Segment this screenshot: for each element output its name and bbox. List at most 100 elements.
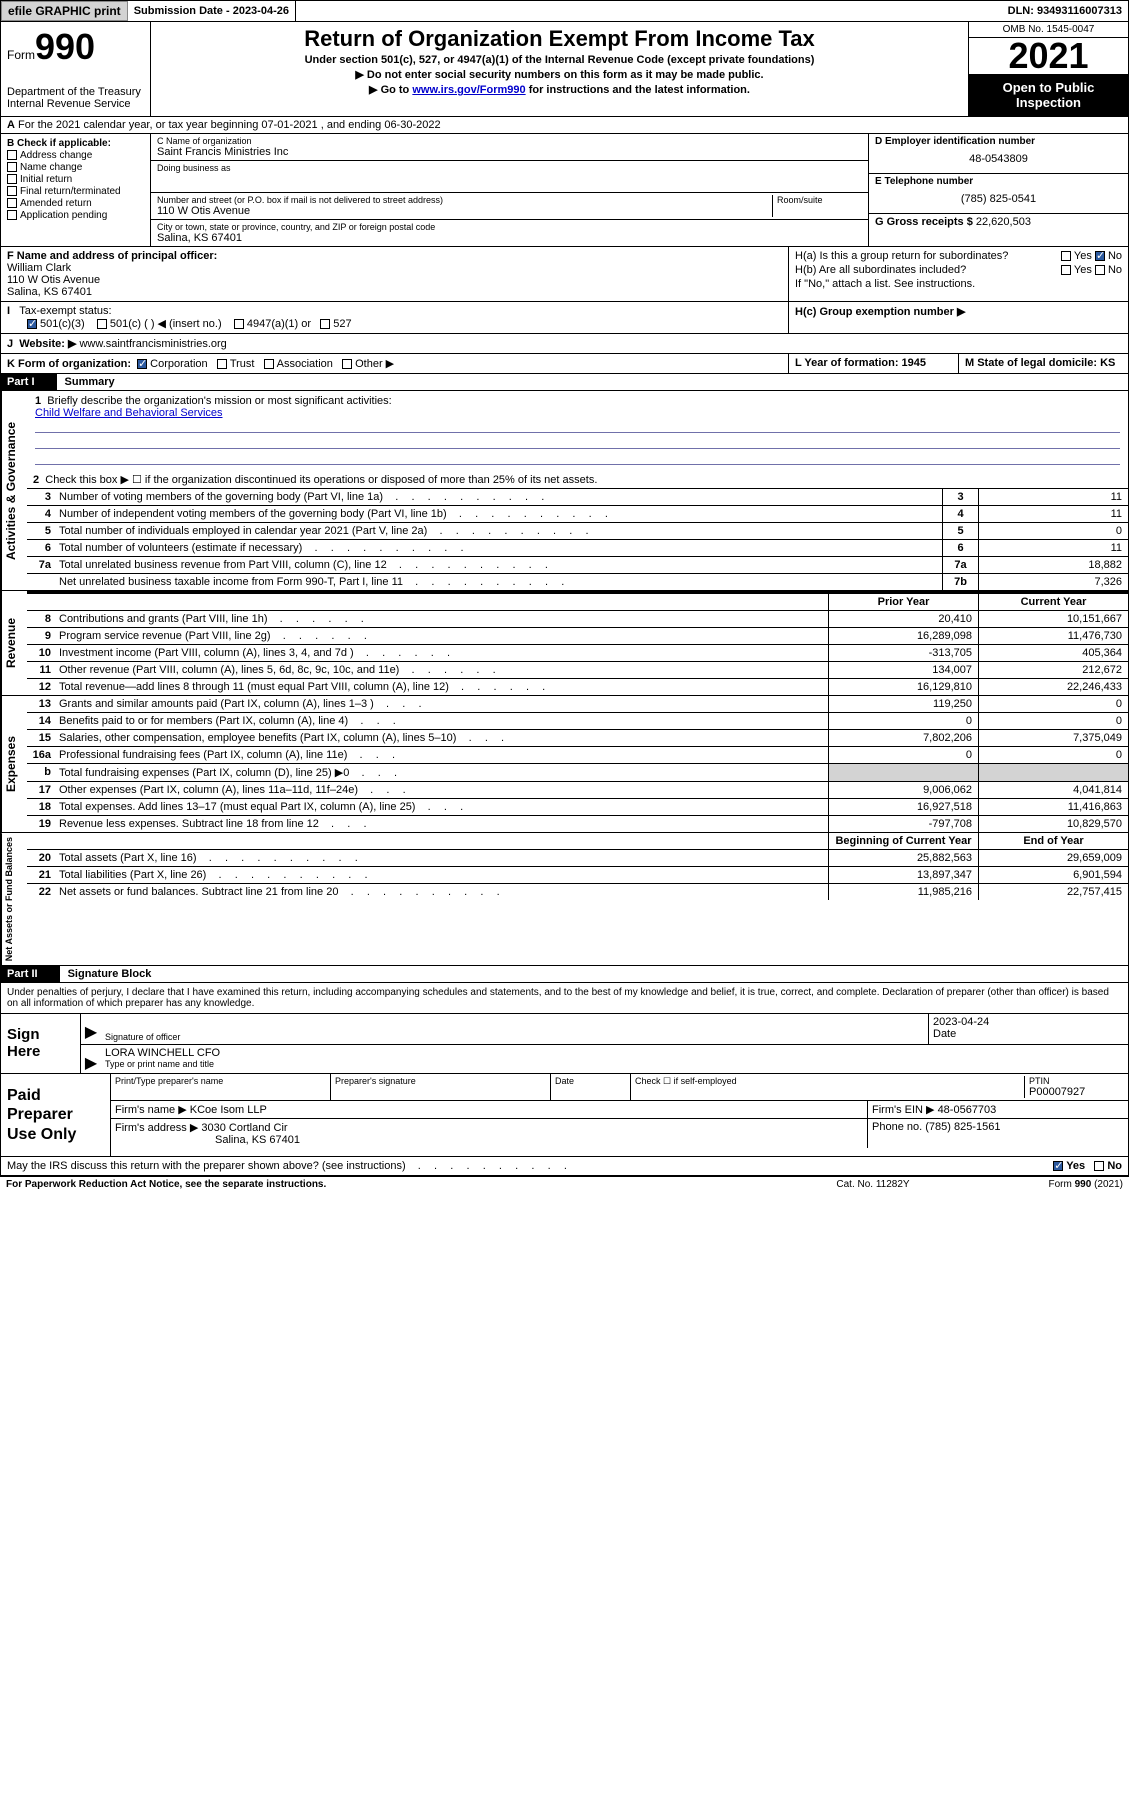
table-row: 17Other expenses (Part IX, column (A), l… (27, 782, 1128, 799)
discuss-no[interactable] (1094, 1161, 1104, 1171)
officer-addr2: Salina, KS 67401 (7, 286, 92, 298)
firm-ein-label: Firm's EIN ▶ (872, 1104, 935, 1116)
section-activities-governance: Activities & Governance 1 Briefly descri… (0, 391, 1129, 591)
firm-ein: 48-0567703 (938, 1104, 997, 1116)
table-row: 16aProfessional fundraising fees (Part I… (27, 747, 1128, 764)
section-revenue: Revenue Prior Year Current Year 8Contrib… (0, 591, 1129, 696)
ha-no[interactable] (1095, 251, 1105, 261)
street-address: 110 W Otis Avenue (157, 205, 772, 217)
table-row: 12Total revenue—add lines 8 through 11 (… (27, 679, 1128, 695)
table-row: Net unrelated business taxable income fr… (27, 574, 1128, 590)
line-a: A For the 2021 calendar year, or tax yea… (0, 117, 1129, 134)
signature-declaration: Under penalties of perjury, I declare th… (1, 983, 1128, 1013)
print-name-label: Type or print name and title (105, 1059, 1124, 1069)
table-row: 15Salaries, other compensation, employee… (27, 730, 1128, 747)
check-application-pending[interactable]: Application pending (7, 210, 144, 221)
officer-addr1: 110 W Otis Avenue (7, 274, 100, 286)
ptin-label: PTIN (1029, 1076, 1124, 1086)
discuss-yes[interactable] (1053, 1161, 1063, 1171)
firm-name: KCoe Isom LLP (190, 1104, 267, 1116)
paid-preparer-block: Paid Preparer Use Only Print/Type prepar… (0, 1074, 1129, 1157)
form-number: 990 (35, 26, 95, 67)
tax-year: 2021 (969, 38, 1128, 74)
discuss-row: May the IRS discuss this return with the… (0, 1157, 1129, 1176)
sig-date-label: Date (933, 1028, 1124, 1040)
firm-addr: 3030 Cortland Cir (201, 1122, 287, 1134)
q2-label: Check this box ▶ ☐ if the organization d… (45, 474, 597, 486)
officer-name: William Clark (7, 262, 71, 274)
part2-title: Signature Block (60, 966, 160, 982)
col-b: B Check if applicable: Address change Na… (1, 134, 151, 246)
row-i-hc: I Tax-exempt status: 501(c)(3) 501(c) ( … (0, 302, 1129, 334)
check-address-change[interactable]: Address change (7, 150, 144, 161)
sig-date: 2023-04-24 (933, 1016, 1124, 1028)
part2-label: Part II (1, 966, 60, 982)
table-row: 4Number of independent voting members of… (27, 506, 1128, 523)
q1-label: Briefly describe the organization's miss… (47, 395, 391, 407)
check-501c[interactable] (97, 319, 107, 329)
hb-no[interactable] (1095, 265, 1105, 275)
ha-yes[interactable] (1061, 251, 1071, 261)
prior-year-hdr: Prior Year (828, 594, 978, 610)
sig-officer-label: Signature of officer (105, 1032, 924, 1042)
sign-here-label: Sign Here (1, 1014, 81, 1073)
irs-label: Internal Revenue Service (7, 98, 144, 110)
check-527[interactable] (320, 319, 330, 329)
check-corporation[interactable] (137, 359, 147, 369)
table-row: 18Total expenses. Add lines 13–17 (must … (27, 799, 1128, 816)
check-501c3[interactable] (27, 319, 37, 329)
paid-preparer-label: Paid Preparer Use Only (1, 1074, 111, 1156)
table-row: 5Total number of individuals employed in… (27, 523, 1128, 540)
subtitle-1: Under section 501(c), 527, or 4947(a)(1)… (157, 54, 962, 66)
ein-label: D Employer identification number (875, 136, 1122, 147)
efile-print-button[interactable]: efile GRAPHIC print (1, 1, 128, 21)
row-klm: K Form of organization: Corporation Trus… (0, 354, 1129, 374)
table-row: 19Revenue less expenses. Subtract line 1… (27, 816, 1128, 832)
table-row: 11Other revenue (Part VIII, column (A), … (27, 662, 1128, 679)
paperwork-notice: For Paperwork Reduction Act Notice, see … (6, 1179, 773, 1190)
beginning-year-hdr: Beginning of Current Year (828, 833, 978, 849)
k-label: K Form of organization: (7, 358, 131, 370)
tab-expenses: Expenses (1, 696, 27, 832)
self-employed-check[interactable]: Check ☐ if self-employed (635, 1076, 1024, 1098)
check-4947a1[interactable] (234, 319, 244, 329)
check-association[interactable] (264, 359, 274, 369)
table-row: 21Total liabilities (Part X, line 26)13,… (27, 867, 1128, 884)
part1-header: Part I Summary (0, 374, 1129, 391)
table-row: 13Grants and similar amounts paid (Part … (27, 696, 1128, 713)
website: www.saintfrancisministries.org (79, 338, 226, 350)
arrow-icon: ▶ (81, 1014, 101, 1044)
section-net-assets: Net Assets or Fund Balances Beginning of… (0, 833, 1129, 966)
dln: DLN: 93493116007313 (1002, 1, 1128, 21)
mission-text[interactable]: Child Welfare and Behavioral Services (35, 407, 223, 419)
instructions-link[interactable]: www.irs.gov/Form990 (412, 84, 525, 96)
part1-label: Part I (1, 374, 57, 390)
gross-receipts-label: G Gross receipts $ (875, 216, 973, 228)
hb-yes[interactable] (1061, 265, 1071, 275)
hb-note: If "No," attach a list. See instructions… (795, 278, 1122, 290)
check-initial-return[interactable]: Initial return (7, 174, 144, 185)
name-label: C Name of organization (157, 136, 862, 146)
table-row: 3Number of voting members of the governi… (27, 489, 1128, 506)
website-label: Website: ▶ (19, 338, 76, 350)
check-final-return[interactable]: Final return/terminated (7, 186, 144, 197)
row-j: J Website: ▶ www.saintfrancisministries.… (0, 334, 1129, 354)
m-state: M State of legal domicile: KS (965, 357, 1115, 369)
table-row: 10Investment income (Part VIII, column (… (27, 645, 1128, 662)
current-year-hdr: Current Year (978, 594, 1128, 610)
check-other[interactable] (342, 359, 352, 369)
check-name-change[interactable]: Name change (7, 162, 144, 173)
subtitle-2: ▶ Do not enter social security numbers o… (157, 68, 962, 81)
discuss-question: May the IRS discuss this return with the… (7, 1160, 406, 1172)
section-expenses: Expenses 13Grants and similar amounts pa… (0, 696, 1129, 833)
block-bcdeg: B Check if applicable: Address change Na… (0, 134, 1129, 247)
prep-name-label: Print/Type preparer's name (115, 1076, 326, 1086)
tab-activities-governance: Activities & Governance (1, 391, 27, 590)
check-amended-return[interactable]: Amended return (7, 198, 144, 209)
org-name: Saint Francis Ministries Inc (157, 146, 862, 158)
prep-date-label: Date (555, 1076, 626, 1086)
check-trust[interactable] (217, 359, 227, 369)
table-row: 7aTotal unrelated business revenue from … (27, 557, 1128, 574)
sign-here-row: Sign Here ▶ Signature of officer 2023-04… (0, 1014, 1129, 1074)
firm-name-label: Firm's name ▶ (115, 1104, 187, 1116)
